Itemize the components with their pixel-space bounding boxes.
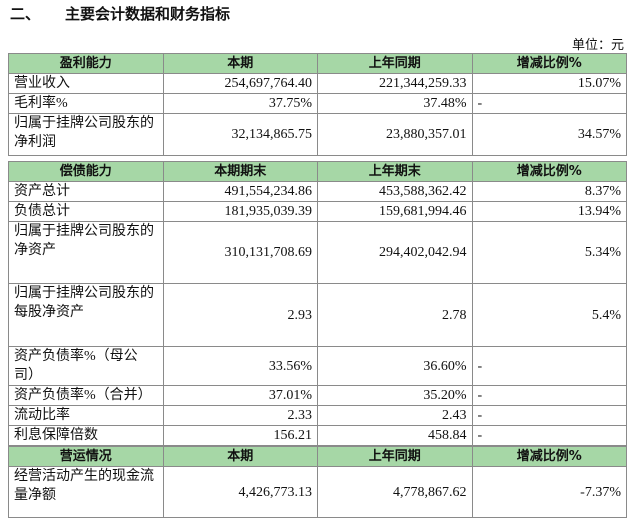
cell: 181,935,039.39 xyxy=(162,201,318,222)
row: 资产负债率%（母公司） 33.56% 36.60% - xyxy=(8,346,627,386)
row: 归属于挂牌公司股东的净资产 310,131,708.69 294,402,042.9… xyxy=(8,221,627,284)
cell: 资产负债率%（母公司） xyxy=(8,346,164,386)
cell: 归属于挂牌公司股东的净资产 xyxy=(8,221,164,284)
cell: 归属于挂牌公司股东的净利润 xyxy=(8,113,164,156)
cell: 2.93 xyxy=(162,283,318,347)
cell: 上年期末 xyxy=(317,161,473,182)
cell: 利息保障倍数 xyxy=(8,425,164,446)
cell: 13.94% xyxy=(471,201,627,222)
cell: 流动比率 xyxy=(8,405,164,426)
cell: 上年同期 xyxy=(317,446,473,467)
row: 利息保障倍数 156.21 458.84- xyxy=(8,425,627,446)
cell: 上年同期 xyxy=(317,53,473,74)
cell: 本期 xyxy=(162,446,318,467)
cell: 经营活动产生的现金流量净额 xyxy=(8,466,164,518)
cell: 4,426,773.13 xyxy=(162,466,318,518)
cell: 36.60% xyxy=(317,346,473,386)
cell: 32,134,865.75 xyxy=(162,113,318,156)
row: 毛利率% 37.75% 37.48% - xyxy=(8,93,627,114)
cell: 34.57% xyxy=(471,113,627,156)
cell: 23,880,357.01 xyxy=(317,113,473,156)
cell: 本期 xyxy=(162,53,318,74)
row: 流动比率 2.33 2.43- xyxy=(8,405,627,426)
cell: 8.37% xyxy=(471,181,627,202)
cell: 156.21 xyxy=(162,425,318,446)
row: 营业收入 254,697,764.40 221,344,259.33 15.07% xyxy=(8,73,627,94)
header-row: 盈利能力 本期 上年同期 增减比例% xyxy=(8,53,627,74)
cell: 毛利率% xyxy=(8,93,164,114)
cell: 37.75% xyxy=(162,93,318,114)
cell: - xyxy=(471,405,627,426)
cell: 37.01% xyxy=(162,385,318,406)
row: 归属于挂牌公司股东的每股净资产 2.93 2.78 5.4% xyxy=(8,283,627,347)
cell: 491,554,234.86 xyxy=(162,181,318,202)
section-number: 二、 xyxy=(10,5,41,23)
cell: 35.20% xyxy=(317,385,473,406)
cell: - xyxy=(471,425,627,446)
cell: 偿债能力 xyxy=(8,161,164,182)
cell: 资产总计 xyxy=(8,181,164,202)
row: 资产负债率%（合并） 37.01% 35.20% - xyxy=(8,385,627,406)
cell: -7.37% xyxy=(471,466,627,518)
cell: 增减比例% xyxy=(471,446,627,467)
cell: 归属于挂牌公司股东的每股净资产 xyxy=(8,283,164,347)
cell: 5.4% xyxy=(471,283,627,347)
row: 资产总计 491,554,234.86 453,588,362.42 8.37% xyxy=(8,181,627,202)
cell: 159,681,994.46 xyxy=(317,201,473,222)
cell: 33.56% xyxy=(162,346,318,386)
cell: - xyxy=(471,346,627,386)
cell: 营运情况 xyxy=(8,446,164,467)
cell: 营业收入 xyxy=(8,73,164,94)
table: 盈利能力 本期 上年同期 增减比例% 营业收入 254,697,764.40 221,344… xyxy=(8,53,627,156)
cell: 本期期末 xyxy=(162,161,318,182)
cell: 221,344,259.33 xyxy=(317,73,473,94)
cell: 盈利能力 xyxy=(8,53,164,74)
cell: 2.78 xyxy=(317,283,473,347)
cell: 负债总计 xyxy=(8,201,164,222)
row: 负债总计 181,935,039.39 159,681,994.46 13.94% xyxy=(8,201,627,222)
cell: 增减比例% xyxy=(471,53,627,74)
cell: - xyxy=(471,385,627,406)
cell: 453,588,362.42 xyxy=(317,181,473,202)
cell: 254,697,764.40 xyxy=(162,73,318,94)
unit-label: 单位：元 xyxy=(571,37,624,52)
table: 营运情况 本期 上年同期 增减比例% 经营活动产生的现金流量净额 4,426,773.13… xyxy=(8,446,627,518)
cell: 4,778,867.62 xyxy=(317,466,473,518)
section-title: 主要会计数据和财务指标 xyxy=(65,5,231,23)
cell: 2.33 xyxy=(162,405,318,426)
cell: 2.43 xyxy=(317,405,473,426)
cell: 458.84 xyxy=(317,425,473,446)
header-row: 偿债能力 本期期末 上年期末 增减比例% xyxy=(8,161,627,182)
cell: 37.48% xyxy=(317,93,473,114)
table: 偿债能力 本期期末 上年期末 增减比例% 资产总计 491,554,234.86 453,5… xyxy=(8,161,627,446)
cell: 15.07% xyxy=(471,73,627,94)
header-row: 营运情况 本期 上年同期 增减比例% xyxy=(8,446,627,467)
tables: 盈利能力 本期 上年同期 增减比例% 营业收入 254,697,764.40 221,344… xyxy=(8,53,627,518)
cell: - xyxy=(471,93,627,114)
cell: 增减比例% xyxy=(471,161,627,182)
cell: 310,131,708.69 xyxy=(162,221,318,284)
row: 归属于挂牌公司股东的净利润 32,134,865.75 23,880,357.01 3… xyxy=(8,113,627,156)
cell: 294,402,042.94 xyxy=(317,221,473,284)
cell: 5.34% xyxy=(471,221,627,284)
cell: 资产负债率%（合并） xyxy=(8,385,164,406)
row: 经营活动产生的现金流量净额 4,426,773.13 4,778,867.62 -7.… xyxy=(8,466,627,518)
